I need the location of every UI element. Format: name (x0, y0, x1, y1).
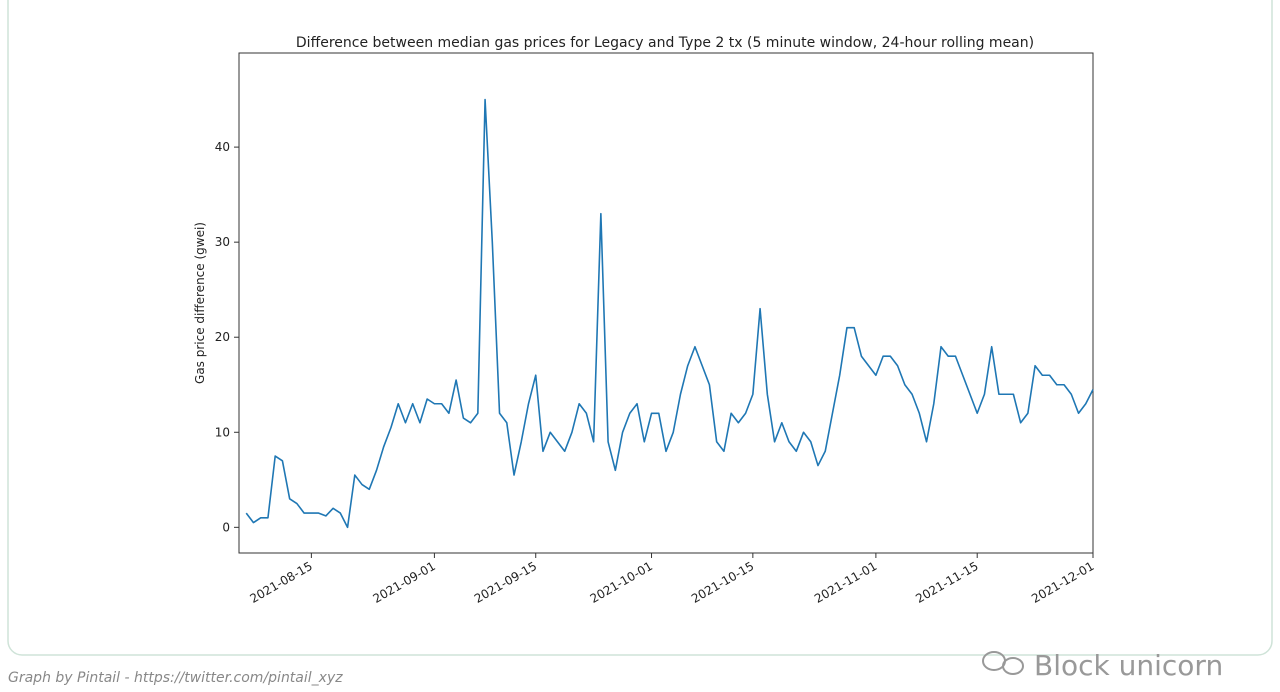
caption: Graph by Pintail - https://twitter.com/p… (8, 670, 343, 686)
y-tick-label: 10 (215, 425, 230, 439)
watermark-icon (982, 651, 1024, 675)
x-tick-label: 2021-10-01 (588, 559, 655, 606)
card-frame (7, 0, 1273, 656)
y-tick-label: 0 (222, 520, 230, 534)
chart-title: Difference between median gas prices for… (296, 35, 1034, 51)
x-tick-label: 2021-11-15 (913, 559, 980, 606)
x-tick-label: 2021-09-01 (371, 559, 438, 606)
y-tick-label: 40 (215, 140, 230, 154)
x-tick-label: 2021-12-01 (1029, 559, 1096, 606)
y-tick-label: 30 (215, 235, 230, 249)
x-tick-label: 2021-08-15 (247, 559, 314, 606)
x-tick-label: 2021-11-01 (812, 559, 879, 606)
y-axis-label: Gas price difference (gwei) (193, 222, 207, 384)
data-line (245, 98, 1094, 529)
watermark: Block unicorn (1034, 649, 1223, 682)
x-tick-label: 2021-10-15 (689, 559, 756, 606)
y-tick-label: 20 (215, 330, 230, 344)
plot-frame (238, 52, 1094, 554)
x-tick-label: 2021-09-15 (472, 559, 539, 606)
